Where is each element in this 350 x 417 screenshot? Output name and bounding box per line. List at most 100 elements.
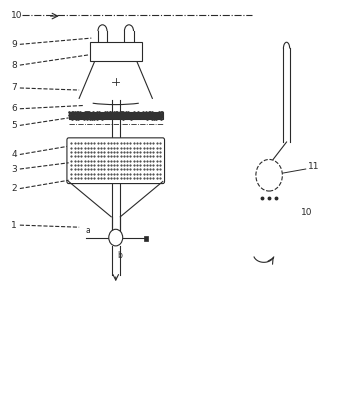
Point <box>130 109 136 116</box>
Point <box>104 115 110 121</box>
Point <box>103 113 108 119</box>
Point <box>159 116 164 122</box>
Point <box>152 111 158 118</box>
Point <box>140 113 146 119</box>
Point <box>84 111 89 117</box>
Point <box>128 115 134 122</box>
Point <box>121 112 127 119</box>
Point <box>113 114 119 121</box>
Point <box>136 112 142 118</box>
Point <box>82 111 88 117</box>
Point <box>68 109 74 116</box>
Point <box>120 116 126 122</box>
Point <box>112 111 118 117</box>
Point <box>146 113 152 120</box>
Point <box>121 113 126 120</box>
Point <box>159 111 165 117</box>
Point <box>84 109 90 116</box>
Point <box>140 114 146 121</box>
Point <box>113 112 119 118</box>
Point <box>107 114 112 121</box>
Point <box>156 115 162 122</box>
Point <box>90 111 96 117</box>
Point <box>76 114 82 121</box>
Point <box>157 111 162 117</box>
Point <box>110 113 116 120</box>
Point <box>109 113 114 119</box>
Point <box>78 111 84 118</box>
Point <box>130 114 135 121</box>
Point <box>119 114 125 121</box>
Point <box>135 112 140 118</box>
Point <box>107 112 112 118</box>
Point <box>149 115 154 122</box>
Point <box>115 113 120 120</box>
Point <box>106 113 111 120</box>
Point <box>74 111 79 118</box>
Point <box>118 115 124 122</box>
Point <box>83 111 89 118</box>
Bar <box>144 236 148 241</box>
Point <box>91 111 97 118</box>
Point <box>141 115 147 121</box>
Point <box>147 113 153 120</box>
Point <box>133 115 139 121</box>
Point <box>151 115 157 122</box>
Point <box>102 115 107 122</box>
Point <box>113 109 119 116</box>
Point <box>134 110 140 117</box>
Point <box>118 114 124 121</box>
Point <box>70 109 76 116</box>
Point <box>96 113 102 120</box>
Point <box>132 109 138 116</box>
Point <box>145 111 151 118</box>
Point <box>91 109 97 116</box>
Point <box>134 113 140 120</box>
Point <box>84 115 90 122</box>
Point <box>113 113 119 119</box>
Point <box>95 110 100 117</box>
Text: 4: 4 <box>11 150 17 159</box>
Point <box>88 109 94 116</box>
Bar <box>90 42 142 61</box>
Point <box>147 114 153 121</box>
Point <box>98 114 104 121</box>
Point <box>124 114 130 121</box>
Point <box>148 113 154 119</box>
Point <box>78 113 84 120</box>
Point <box>95 114 101 121</box>
Point <box>123 110 129 117</box>
Point <box>133 109 139 116</box>
Point <box>108 109 113 116</box>
Point <box>88 115 94 121</box>
Point <box>138 113 144 119</box>
Point <box>98 110 104 117</box>
Text: 8: 8 <box>11 60 17 70</box>
Point <box>77 111 83 118</box>
Point <box>101 111 106 117</box>
Point <box>97 110 103 117</box>
Point <box>108 113 113 120</box>
Point <box>147 112 153 118</box>
Text: 10: 10 <box>11 11 23 20</box>
Point <box>158 115 163 122</box>
Point <box>71 112 77 119</box>
Point <box>116 111 121 117</box>
Point <box>125 113 131 120</box>
Point <box>151 109 156 116</box>
Point <box>126 114 132 121</box>
Point <box>93 113 99 120</box>
Point <box>80 109 85 116</box>
Point <box>148 113 154 120</box>
Point <box>72 109 77 116</box>
Point <box>109 109 115 116</box>
Point <box>85 112 91 118</box>
Point <box>77 114 83 121</box>
Point <box>90 109 96 116</box>
Point <box>126 112 132 118</box>
Point <box>110 109 115 116</box>
Point <box>96 112 102 118</box>
Point <box>70 115 76 121</box>
Point <box>151 111 156 118</box>
Point <box>128 111 133 118</box>
